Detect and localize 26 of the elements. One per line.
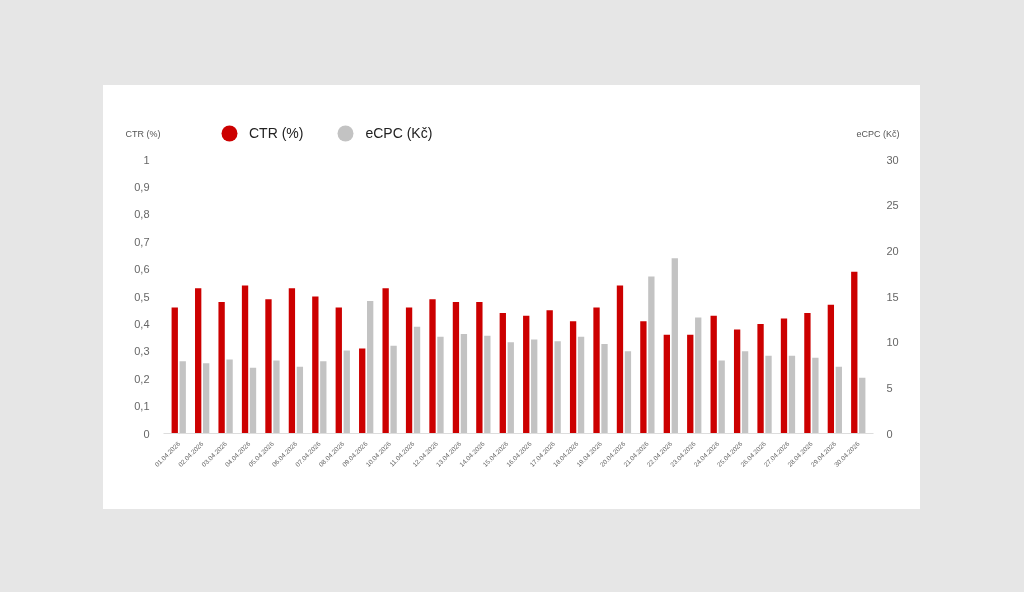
y2-tick-label: 0 xyxy=(886,427,893,440)
y-tick-label: 0,7 xyxy=(134,235,150,248)
y2-tick-label: 15 xyxy=(886,290,899,303)
y2-tick-label: 20 xyxy=(886,244,899,257)
y-tick-label: 0,8 xyxy=(134,208,150,221)
y2-tick-label: 30 xyxy=(886,153,899,166)
bar xyxy=(288,288,296,434)
y2-tick-label: 10 xyxy=(886,336,899,349)
y2-tick-label: 5 xyxy=(886,381,893,394)
y2-axis-title: eCPC (Kč) xyxy=(856,128,900,139)
y-tick-label: 0,1 xyxy=(134,400,150,413)
y-tick-label: 1 xyxy=(143,153,150,166)
legend-label: eCPC (Kč) xyxy=(365,125,433,141)
y-tick-label: 0,4 xyxy=(134,317,150,330)
y-axis-title: CTR (%) xyxy=(125,128,161,139)
bar xyxy=(241,285,249,434)
y2-tick-label: 25 xyxy=(886,199,899,212)
y-tick-label: 0,3 xyxy=(134,345,150,358)
y-tick-label: 0,6 xyxy=(134,263,150,276)
y-tick-label: 0,2 xyxy=(134,372,150,385)
y-tick-label: 0,5 xyxy=(134,290,150,303)
bar xyxy=(195,288,202,434)
legend-label: CTR (%) xyxy=(249,125,304,141)
y-tick-label: 0 xyxy=(143,427,150,440)
bar xyxy=(851,271,858,434)
y-tick-label: 0,9 xyxy=(134,180,150,193)
